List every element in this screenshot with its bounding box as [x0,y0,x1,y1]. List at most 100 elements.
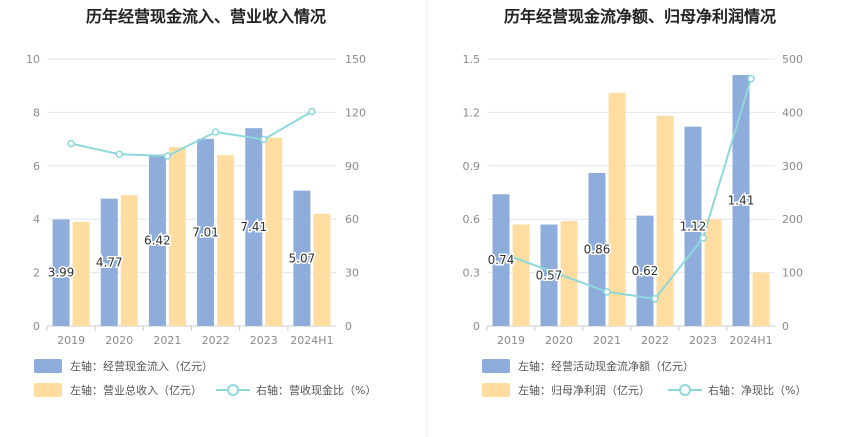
bar-data-label: 0.86 [584,242,611,256]
legend-label-inflow: 左轴：经营现金流入（亿元） [70,359,213,373]
bar-secondary [217,155,235,326]
bar-data-label: 3.99 [48,266,75,280]
left-axis-tick-label: 6 [33,160,40,173]
legend-label-net-cash-ratio: 右轴：净现比（%） [708,383,806,397]
legend-item-net-profit[interactable]: 左轴：归母净利润（亿元） [482,383,650,397]
x-axis-tick-label: 2022 [202,334,230,347]
left-axis-tick-label: 10 [26,53,40,66]
x-axis-tick-label: 2023 [689,334,717,347]
bar-secondary [656,115,674,327]
legend-label-revenue: 左轴：营业总收入（亿元） [70,383,202,397]
legend-label-net-profit: 左轴：归母净利润（亿元） [518,383,650,397]
bar-secondary [704,219,722,326]
right-axis-tick-label: 30 [345,267,359,280]
left-axis-tick-label: 0.3 [463,267,481,280]
left-axis-tick-label: 0.9 [463,160,481,173]
bar-primary [148,154,166,326]
ratio-line [70,110,313,158]
ratio-line-point [67,139,75,148]
bar-primary [540,224,558,326]
left-axis-tick-label: 2 [33,267,40,280]
bar-secondary [313,213,331,326]
bar-data-label: 7.01 [192,225,219,239]
legend-item-net-cash-ratio[interactable]: 右轴：净现比（%） [668,383,806,397]
x-axis-tick-label: 2020 [545,334,573,347]
legend-item-inflow[interactable]: 左轴：经营现金流入（亿元） [34,359,213,373]
chart-1-legend: 左轴：经营现金流入（亿元） 左轴：营业总收入（亿元） 右轴：营收现金比（%） [34,359,376,397]
bar-primary [588,172,606,326]
bar-primary [197,138,215,326]
bar-data-label: 0.74 [488,253,515,267]
ratio-line-point [555,270,563,278]
right-axis-tick-label: 500 [782,53,803,66]
bar-secondary [752,272,770,326]
chart-2-plot: 0 0.3 0.6 0.9 1.2 1.5 0 100 200 300 400 500 2019 2020… [463,53,804,347]
bar-primary [52,219,70,326]
ratio-line-point [699,234,707,242]
right-axis-tick-label: 60 [345,213,359,226]
bar-data-label: 7.41 [240,220,267,234]
left-axis-tick-label: 1.5 [463,53,481,66]
chart-2-legend: 左轴：经营活动现金流净额（亿元） 左轴：归母净利润（亿元） 右轴：净现比（%） [482,359,806,397]
legend-item-cash-ratio[interactable]: 右轴：营收现金比（%） [216,383,376,397]
legend-label-cash-ratio: 右轴：营收现金比（%） [256,383,376,397]
right-axis-tick-label: 300 [782,160,803,173]
legend-swatch-marker-cash-ratio [227,384,239,396]
bar-secondary [120,195,138,326]
bar-data-label: 0.57 [536,268,563,282]
bar-data-label: 6.42 [144,233,171,247]
chart-2: 历年经营现金流净额、归母净利润情况 0 0.3 0.6 0.9 1.2 1.5 0 100 20… [463,7,806,397]
chart-2-title: 历年经营现金流净额、归母净利润情况 [504,7,776,26]
ratio-line-point [507,252,515,261]
x-axis-tick-label: 2020 [105,334,133,347]
bar-primary [100,198,118,326]
left-axis-tick-label: 0 [473,320,480,333]
chart-1-title: 历年经营现金流入、营业收入情况 [86,7,326,26]
x-axis-tick-label: 2021 [153,334,181,347]
legend-swatch-marker-net-cash-ratio [679,384,691,396]
right-axis-tick-label: 0 [782,320,789,333]
legend-swatch-revenue [34,383,62,397]
left-axis-tick-label: 4 [33,213,40,226]
legend-label-net-cash: 左轴：经营活动现金流净额（亿元） [518,359,694,373]
left-axis-tick-label: 8 [33,106,40,119]
bar-data-label: 0.62 [632,264,659,278]
x-axis-tick-label: 2021 [593,334,621,347]
ratio-line-point [211,128,220,136]
left-axis-tick-label: 0 [33,320,40,333]
bar-data-label: 4.77 [96,255,123,269]
ratio-line-point [308,107,316,116]
ratio-line-point [115,150,123,158]
bar-primary [732,75,750,327]
ratio-line-point [163,152,172,160]
right-axis-tick-label: 150 [345,53,366,66]
ratio-line-point [747,75,755,83]
ratio-line-point [260,135,268,144]
chart-1: 历年经营现金流入、营业收入情况 0 2 4 6 8 10 0 30 60 90 120 150 2019… [26,7,376,397]
bar-data-label: 1.12 [680,219,707,233]
legend-item-revenue[interactable]: 左轴：营业总收入（亿元） [34,383,202,397]
right-axis-tick-label: 100 [782,267,803,280]
legend-item-net-cash[interactable]: 左轴：经营活动现金流净额（亿元） [482,359,694,373]
bar-data-label: 1.41 [728,194,755,208]
ratio-line-point [651,295,659,303]
x-axis-tick-label: 2022 [641,334,669,347]
bar-secondary [72,221,90,326]
ratio-line-point [603,288,611,296]
bar-primary [684,126,702,326]
right-axis-tick-label: 200 [782,213,803,226]
x-axis-tick-label: 2019 [57,334,85,347]
left-axis-tick-label: 1.2 [463,106,481,119]
legend-swatch-net-profit [482,383,510,397]
left-axis-tick-label: 0.6 [463,213,481,226]
legend-swatch-inflow [34,359,62,373]
bar-secondary [265,137,283,326]
chart-1-plot: 0 2 4 6 8 10 0 30 60 90 120 150 2019 2020 2021 2022 2023… [26,53,366,347]
right-axis-tick-label: 400 [782,106,803,119]
x-axis-tick-label: 2024H1 [290,334,333,347]
bar-secondary [512,224,530,326]
bar-secondary [560,220,578,326]
right-axis-tick-label: 90 [345,160,359,173]
x-axis-tick-label: 2024H1 [729,334,772,347]
